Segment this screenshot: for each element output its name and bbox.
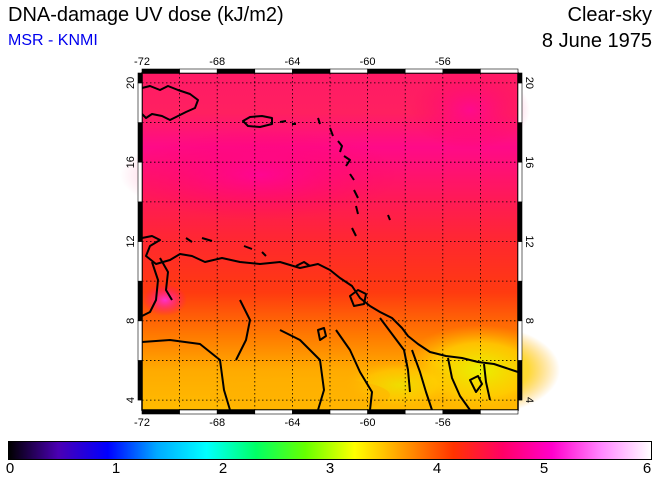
frame-tick-bar (517, 320, 523, 361)
colorbar-tick-label: 2 (218, 460, 228, 477)
frame-tick-bar (404, 409, 444, 415)
frame-tick-bar (137, 360, 143, 401)
frame-tick-bar (442, 68, 481, 74)
colorbar-tick-label: 3 (325, 460, 335, 477)
frame-tick-bar (216, 68, 256, 74)
frame-tick-bar (137, 72, 143, 84)
latitude-tick-label: 12 (523, 235, 535, 247)
frame-tick-bar (141, 68, 180, 74)
longitude-tick-label: -56 (435, 56, 451, 68)
frame-tick-bar (137, 280, 143, 322)
frame-tick-bar (517, 122, 523, 163)
frame-tick-bar (404, 68, 444, 74)
frame-tick-bar (517, 360, 523, 401)
frame-tick-bar (292, 409, 331, 415)
frame-tick-bar (480, 68, 519, 74)
frame-ticks (137, 68, 523, 415)
latitude-tick-label: 4 (523, 397, 535, 403)
tick-labels: -72 -72 -68 -68 -64 -64 -60 -60 -56 -56 20 20 16 16 12… (125, 56, 535, 429)
frame-tick-bar (329, 409, 368, 415)
frame-tick-bar (517, 201, 523, 242)
frame-tick-bar (367, 409, 406, 415)
frame-tick-bar (517, 161, 523, 203)
colorbar-tick-label: 4 (432, 460, 442, 477)
frame-tick-bar (137, 201, 143, 242)
colorbar-tick-label: 1 (111, 460, 121, 477)
longitude-tick-label: -72 (134, 56, 150, 68)
frame-tick-bar (517, 280, 523, 322)
frame-tick-bar (292, 68, 331, 74)
longitude-tick-label: -56 (435, 417, 451, 429)
frame-tick-bar (179, 409, 218, 415)
latitude-tick-label: 8 (523, 318, 535, 324)
date-label: 8 June 1975 (541, 30, 652, 52)
frame-tick-bar (517, 72, 523, 84)
coastlines (141, 85, 519, 411)
sky-condition-label: Clear-sky (567, 4, 652, 26)
colorbar-tick-label: 5 (539, 460, 549, 477)
colorbar-tick-label: 0 (5, 460, 15, 477)
latitude-tick-label: 16 (523, 156, 535, 168)
frame-tick-bar (254, 409, 293, 415)
frame-tick-bar (137, 241, 143, 282)
graticule (142, 73, 518, 410)
longitude-tick-label: -60 (360, 417, 376, 429)
frame-tick-bar (517, 82, 523, 123)
colorbar (8, 441, 652, 460)
longitude-tick-label: -60 (360, 56, 376, 68)
map-title: DNA-damage UV dose (kJ/m2) (8, 4, 284, 26)
source-label: MSR - KNMI (8, 32, 98, 49)
longitude-tick-label: -68 (209, 417, 225, 429)
frame-tick-bar (329, 68, 368, 74)
frame-tick-bar (517, 241, 523, 282)
longitude-tick-label: -64 (284, 417, 300, 429)
frame-tick-bar (141, 409, 180, 415)
frame-tick-bar (137, 161, 143, 203)
latitude-tick-label: 12 (125, 235, 137, 247)
frame-tick-bar (442, 409, 481, 415)
frame-tick-bar (254, 68, 293, 74)
latitude-tick-label: 8 (125, 318, 137, 324)
frame-tick-bar (367, 68, 406, 74)
frame-tick-bar (137, 122, 143, 163)
colorbar-tick-label: 6 (642, 460, 652, 477)
frame-tick-bar (480, 409, 519, 415)
latitude-tick-label: 20 (523, 77, 535, 89)
frame-tick-bar (179, 68, 218, 74)
frame-tick-bar (216, 409, 256, 415)
latitude-tick-label: 4 (125, 397, 137, 403)
longitude-tick-label: -64 (284, 56, 300, 68)
frame-tick-bar (137, 82, 143, 123)
latitude-tick-label: 20 (125, 77, 137, 89)
latitude-tick-label: 16 (125, 156, 137, 168)
longitude-tick-label: -72 (134, 417, 150, 429)
frame-tick-bar (137, 320, 143, 361)
longitude-tick-label: -68 (209, 56, 225, 68)
